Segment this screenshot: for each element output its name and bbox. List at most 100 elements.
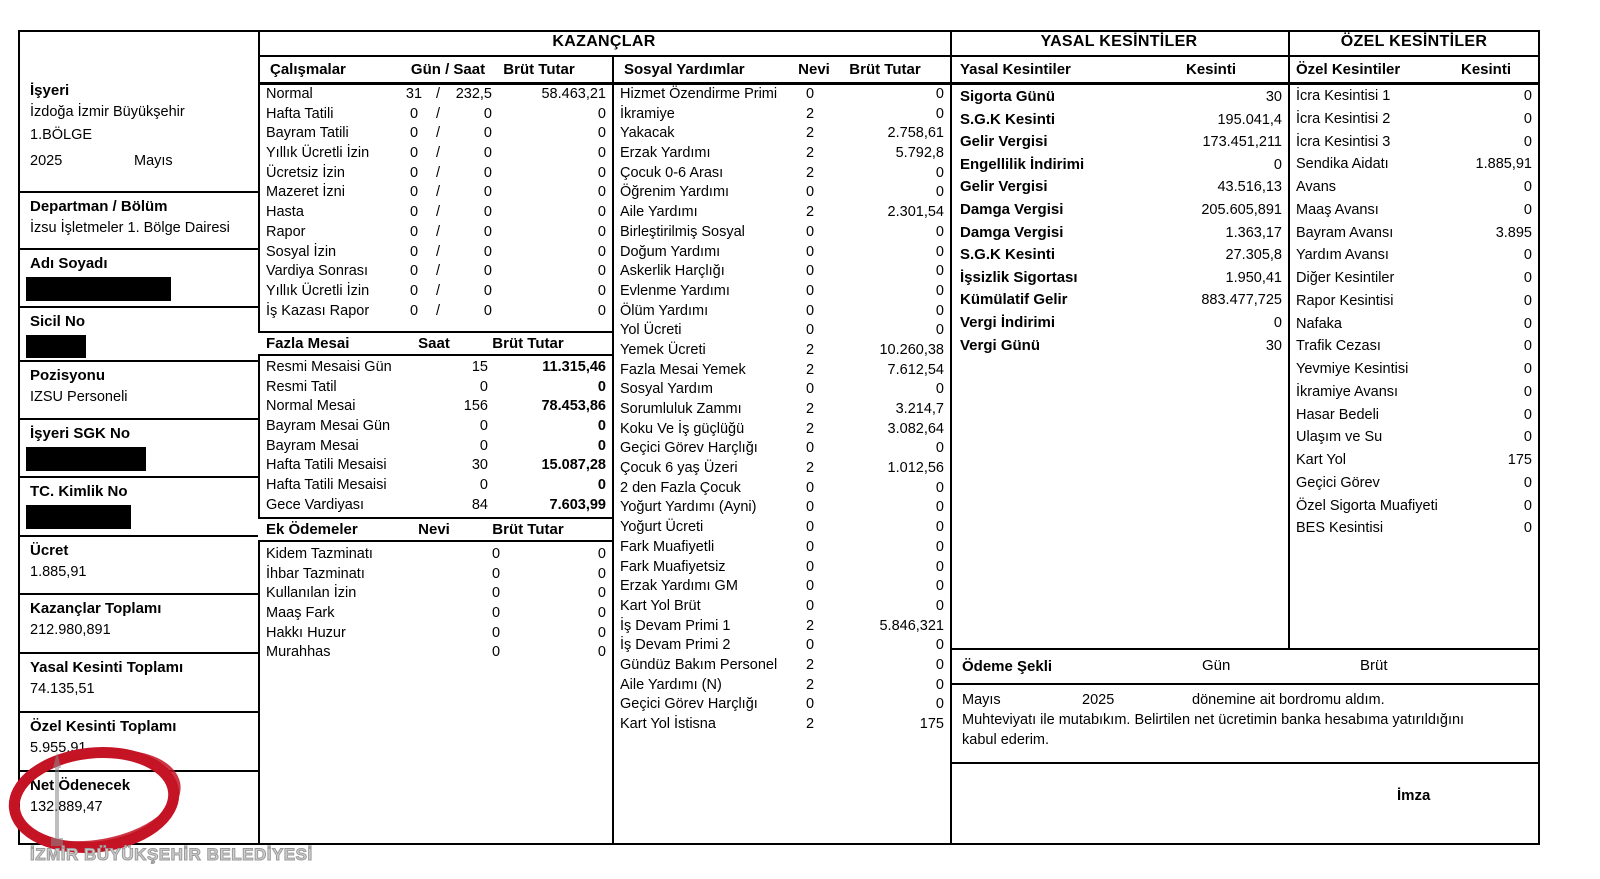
cell-mid: 0: [491, 644, 501, 661]
declaration-line3: kabul ederim.: [962, 732, 1050, 748]
pozisyon-label: Pozisyonu: [30, 367, 106, 384]
table-row: Gelir Vergisi 173.451,211: [952, 131, 1286, 154]
cell-value: 0: [1523, 383, 1532, 400]
cell-value: 0: [1523, 315, 1532, 332]
period-row: 2025 Mayıs: [30, 153, 248, 169]
cell-gun: 0: [409, 125, 419, 142]
cell-tutar: 0: [935, 519, 944, 536]
cell-tutar: 0: [597, 565, 606, 582]
cell-mid: 0: [491, 546, 501, 562]
table-row: Sorumluluk Zammı 2 3.214,7: [614, 400, 948, 420]
cell-mid: 2: [805, 401, 815, 417]
table-row: Aile Yardımı 2 2.301,54: [614, 203, 948, 223]
table-row: İkramiye Avansı 0: [1290, 381, 1538, 404]
info-block-sgk: İşyeri SGK No: [18, 420, 258, 478]
table-row: Rapor Kesintisi 0: [1290, 290, 1538, 313]
cell-label: Trafik Cezası: [1296, 338, 1381, 355]
cell-label: Rapor: [266, 223, 306, 240]
cell-tutar: 0: [935, 656, 944, 673]
cell-value: 0: [1523, 429, 1532, 446]
cell-saat: 0: [483, 184, 492, 201]
cell-label: Rapor Kesintisi: [1296, 292, 1394, 309]
cell-saat: 0: [483, 125, 492, 142]
table-row: Fazla Mesai Yemek 2 7.612,54: [614, 361, 948, 381]
cell-label: Sosyal Yardım: [620, 381, 713, 398]
cell-mid: 0: [491, 585, 501, 602]
table-row: Yakacak 2 2.758,61: [614, 124, 948, 144]
info-block-departman: Departman / Bölüm İzsu İşletmeler 1. Böl…: [18, 193, 258, 250]
divider: [950, 30, 952, 845]
table-row: Avans 0: [1290, 176, 1538, 199]
table-row: Hasta 0 / 0 0: [260, 203, 610, 223]
cell-gun: 0: [409, 164, 419, 181]
cell-mid: 0: [805, 322, 815, 339]
table-row: Fark Muafiyetsiz 0 0: [614, 558, 948, 578]
cell-label: Gece Vardiyası: [266, 496, 365, 513]
cell-gun: 0: [409, 223, 419, 240]
cell-mid: 0: [805, 479, 815, 496]
cell-value: 173.451,211: [1202, 134, 1282, 151]
cell-value: 0: [1523, 406, 1532, 423]
cell-label: Öğrenim Yardımı: [620, 184, 730, 201]
isyeri-line1: İzdoğa İzmir Büyükşehir: [30, 104, 185, 120]
ozel-kesintiler-title: Özel Kesintiler: [1296, 61, 1401, 78]
table-row: Vergi İndirimi 0: [952, 312, 1286, 335]
cell-label: Bayram Avansı: [1296, 224, 1394, 241]
cell-value: 27.305,8: [1225, 247, 1282, 264]
divider: [258, 82, 1540, 85]
cell-tutar: 175: [919, 716, 944, 732]
cell-label: Askerlik Harçlığı: [620, 263, 725, 280]
cell-label: Resmi Mesaisi Gün: [266, 359, 392, 375]
slash-separator: /: [435, 86, 441, 102]
cell-tutar: 0: [597, 184, 606, 201]
table-row: Vardiya Sonrası 0 / 0 0: [260, 262, 610, 282]
cell-tutar: 58.463,21: [541, 86, 606, 102]
cell-label: Normal Mesai: [266, 398, 356, 415]
table-row: Maaş Fark 0 0: [260, 604, 610, 624]
brut-tutar-column-header: Brüt Tutar: [492, 335, 564, 352]
cell-tutar: 0: [597, 624, 606, 641]
cell-gun: 0: [409, 282, 419, 299]
cell-label: Çocuk 6 yaş Üzeri: [620, 460, 738, 477]
cell-gun: 31: [405, 86, 423, 102]
cell-saat: 232,5: [455, 86, 492, 102]
cell-label: Hakkı Huzur: [266, 624, 346, 641]
saat-column-header: Saat: [418, 335, 450, 352]
cell-mid: 2: [805, 341, 815, 358]
table-row: Nafaka 0: [1290, 313, 1538, 336]
table-row: Bayram Tatili 0 / 0 0: [260, 124, 610, 144]
cell-label: Gelir Vergisi: [960, 178, 1048, 196]
table-row: Engellilik İndirimi 0: [952, 154, 1286, 177]
cell-label: Vergi Günü: [960, 336, 1041, 354]
cell-tutar: 0: [935, 164, 944, 181]
table-row: İcra Kesintisi 2 0: [1290, 108, 1538, 131]
table-row: İş Devam Primi 2 0 0: [614, 636, 948, 656]
cell-label: İkramiye: [620, 105, 675, 122]
cell-value: 3.895: [1495, 224, 1532, 241]
cell-tutar: 0: [935, 538, 944, 555]
cell-mid: 30: [471, 457, 488, 474]
slash-separator: /: [435, 223, 441, 240]
info-block-ucret: Ücret 1.885,91: [18, 537, 258, 595]
cell-tutar: 78.453,86: [541, 398, 606, 415]
section-title-yasal: YASAL KESİNTİLER: [1040, 33, 1198, 50]
nevi-column-header: Nevi: [418, 521, 450, 538]
cell-value: 0: [1523, 201, 1532, 218]
table-row: Hafta Tatili 0 / 0 0: [260, 105, 610, 125]
red-circle-annotation: [8, 747, 181, 853]
declaration-line2: Muhteviyatı ile mutabıkım. Belirtilen ne…: [962, 712, 1465, 728]
table-row: Gündüz Bakım Personel 2 0: [614, 656, 948, 676]
table-row: Kart Yol Brüt 0 0: [614, 597, 948, 617]
cell-label: Çocuk 0-6 Arası: [620, 164, 724, 181]
table-row: Gelir Vergisi 43.516,13: [952, 176, 1286, 199]
municipality-watermark: İZMİR BÜYÜKŞEHİR BELEDİYESİ: [30, 845, 313, 865]
cell-value: 0: [1273, 156, 1282, 173]
cell-saat: 0: [483, 204, 492, 221]
cell-label: Bayram Mesai: [266, 437, 359, 454]
declaration-line1-text: dönemine ait bordromu aldım.: [1192, 692, 1385, 708]
cell-tutar: 0: [935, 558, 944, 575]
table-row: Damga Vergisi 1.363,17: [952, 222, 1286, 245]
slash-separator: /: [435, 243, 441, 260]
cell-tutar: 0: [935, 86, 944, 102]
period-month: Mayıs: [134, 153, 173, 169]
